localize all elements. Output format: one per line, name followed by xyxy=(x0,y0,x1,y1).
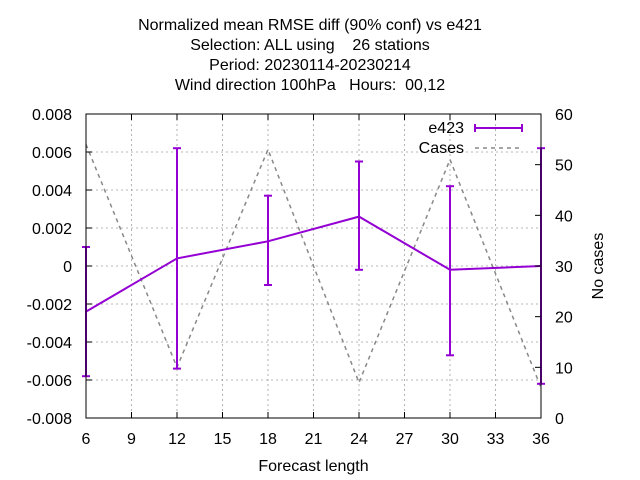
chart-title-line-1: Normalized mean RMSE diff (90% conf) vs … xyxy=(138,17,482,34)
y-tick-label: 0.002 xyxy=(32,221,72,238)
y-tick-label: 0 xyxy=(63,259,72,276)
x-tick-label: 24 xyxy=(350,431,368,448)
chart-title-line-2: Selection: ALL using 26 stations xyxy=(190,37,430,54)
y2-tick-labels: 0 10 20 30 40 50 60 xyxy=(555,107,573,428)
y-tick-label: 0.004 xyxy=(32,183,72,200)
x-tick-label: 36 xyxy=(532,431,550,448)
x-tick-label: 30 xyxy=(441,431,459,448)
x-tick-label: 27 xyxy=(396,431,414,448)
y-tick-labels: -0.008 -0.006 -0.004 -0.002 0 0.002 0.004 0.006… xyxy=(27,107,72,428)
x-tick-label: 15 xyxy=(214,431,232,448)
y2-tick-label: 60 xyxy=(555,107,573,124)
y-tick-label: -0.002 xyxy=(27,297,72,314)
y-tick-label: -0.006 xyxy=(27,373,72,390)
y2-tick-label: 0 xyxy=(555,411,564,428)
y2-tick-label: 50 xyxy=(555,158,573,175)
x-tick-label: 33 xyxy=(487,431,505,448)
legend-label: e423 xyxy=(428,120,464,137)
y2-tick-label: 30 xyxy=(555,259,573,276)
e423-line xyxy=(85,215,542,313)
x-tick-labels: 6 9 12 15 18 21 24 27 30 33 36 xyxy=(82,431,550,448)
y2-tick-label: 20 xyxy=(555,310,573,327)
y2-tick-label: 10 xyxy=(555,360,573,377)
x-tick-label: 9 xyxy=(127,431,136,448)
x-tick-label: 21 xyxy=(305,431,323,448)
chart-title-line-4: Wind direction 100hPa Hours: 00,12 xyxy=(174,77,446,94)
legend: e423 Cases xyxy=(419,120,523,157)
y-tick-label: -0.004 xyxy=(27,335,72,352)
y2-axis-label: No cases xyxy=(590,233,607,300)
x-tick-label: 6 xyxy=(82,431,91,448)
y-tick-label: -0.008 xyxy=(27,411,72,428)
x-tick-label: 18 xyxy=(259,431,277,448)
x-axis-label: Forecast length xyxy=(258,458,368,475)
legend-label: Cases xyxy=(419,140,464,157)
chart-title-line-3: Period: 20230114-20230214 xyxy=(209,57,411,74)
y-tick-label: 0.006 xyxy=(32,145,72,162)
y2-tick-label: 40 xyxy=(555,208,573,225)
x-tick-label: 12 xyxy=(168,431,186,448)
y-tick-label: 0.008 xyxy=(32,107,72,124)
axis-ticks xyxy=(85,113,542,419)
cases-series xyxy=(85,144,542,388)
cases-line xyxy=(85,144,542,388)
